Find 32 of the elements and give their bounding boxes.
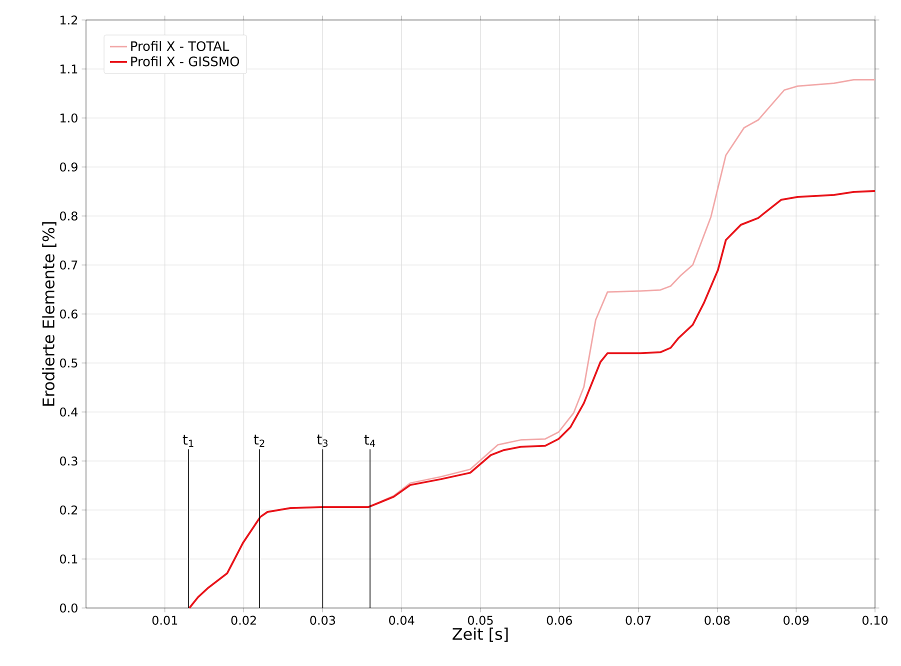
y-axis-title: Erodierte Elemente [%] <box>42 222 56 406</box>
y-tick-label: 0.0 <box>60 603 78 613</box>
x-tick-label: 0.02 <box>231 616 256 625</box>
ref-line-label: t$_{4}$ <box>364 434 376 447</box>
y-tick-label: 0.1 <box>60 554 78 564</box>
line-series <box>188 190 876 609</box>
y-tick-label: 0.8 <box>60 211 78 221</box>
y-tick-label: 0.3 <box>60 456 78 466</box>
legend-label: Profil X - TOTAL <box>131 40 230 52</box>
x-tick-label: 0.03 <box>310 616 336 625</box>
y-tick-label: 1.2 <box>60 16 78 24</box>
y-tick-label: 0.5 <box>60 358 78 368</box>
x-tick-label: 0.05 <box>468 616 493 625</box>
ref-line-label: t$_{2}$ <box>254 434 264 447</box>
y-tick-label: 0.6 <box>60 309 78 319</box>
y-tick-label: 0.2 <box>60 505 78 515</box>
x-tick-label: 0.01 <box>152 616 178 625</box>
y-tick-label: 0.7 <box>60 260 78 270</box>
x-tick-label: 0.08 <box>704 616 730 625</box>
y-tick-label: 1.1 <box>60 64 78 74</box>
x-tick-label: 0.09 <box>784 616 809 625</box>
y-tick-label: 0.9 <box>60 162 78 172</box>
y-tick-label: 0.4 <box>60 407 78 417</box>
x-tick-label: 0.10 <box>862 616 888 625</box>
ref-line-label: t$_{1}$ <box>182 434 194 447</box>
ref-line-label: t$_{3}$ <box>316 434 328 447</box>
legend-label: Profil X - GISSMO <box>131 56 240 66</box>
x-axis-title: Zeit [s] <box>452 628 508 642</box>
y-tick-label: 1.0 <box>60 113 78 123</box>
x-tick-label: 0.04 <box>389 616 414 625</box>
x-tick-label: 0.06 <box>546 616 572 625</box>
x-tick-label: 0.07 <box>626 616 651 625</box>
